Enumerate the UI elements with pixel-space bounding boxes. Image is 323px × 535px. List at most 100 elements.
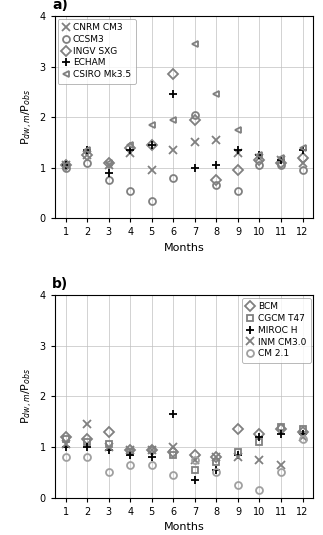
Line: CCSM3: CCSM3 [62,111,306,204]
INM CM3.0 [107,444,111,450]
INGV SXG [193,117,197,123]
CSIRO Mk3.5 [257,152,261,158]
BCM [64,434,68,440]
BCM [172,449,175,455]
INGV SXG [172,71,175,78]
INGV SXG [85,152,89,158]
ECHAM [214,162,218,169]
INGV SXG [64,162,68,169]
INM CM3.0 [214,454,218,460]
CNRM CM3 [85,152,89,158]
CM 2.1 [128,462,132,468]
CNRM CM3 [193,139,197,146]
INGV SXG [279,159,283,166]
INM CM3.0 [257,456,261,463]
ECHAM [150,142,154,148]
CNRM CM3 [257,155,261,161]
CGCM T47 [301,426,305,432]
MIROC H [236,452,240,458]
CSIRO Mk3.5 [301,144,305,151]
INM CM3.0 [193,456,197,463]
INM CM3.0 [236,454,240,460]
ECHAM [107,170,111,176]
CNRM CM3 [236,149,240,156]
CCSM3 [128,187,132,194]
CCSM3 [172,175,175,181]
Legend: CNRM CM3, CCSM3, INGV SXG, ECHAM, CSIRO Mk3.5: CNRM CM3, CCSM3, INGV SXG, ECHAM, CSIRO … [57,19,136,83]
CM 2.1 [257,487,261,493]
Line: BCM: BCM [62,426,306,461]
ECHAM [128,147,132,154]
Line: INM CM3.0: INM CM3.0 [61,420,307,469]
CGCM T47 [172,452,175,458]
MIROC H [64,444,68,450]
INGV SXG [150,142,154,148]
CNRM CM3 [150,167,154,173]
CCSM3 [301,167,305,173]
CSIRO Mk3.5 [128,142,132,148]
CGCM T47 [257,439,261,445]
CGCM T47 [64,436,68,442]
CCSM3 [279,162,283,169]
MIROC H [107,446,111,453]
CSIRO Mk3.5 [85,147,89,154]
Line: CM 2.1: CM 2.1 [62,436,306,493]
CM 2.1 [150,462,154,468]
CGCM T47 [107,441,111,448]
CNRM CM3 [107,162,111,169]
ECHAM [193,165,197,171]
CGCM T47 [214,459,218,465]
Line: ECHAM: ECHAM [61,90,307,177]
CM 2.1 [85,454,89,460]
CSIRO Mk3.5 [172,117,175,123]
INM CM3.0 [150,446,154,453]
INGV SXG [257,157,261,163]
CM 2.1 [172,471,175,478]
INGV SXG [236,167,240,173]
CCSM3 [150,197,154,204]
INGV SXG [107,159,111,166]
CM 2.1 [279,469,283,476]
ECHAM [64,162,68,169]
INM CM3.0 [301,434,305,440]
CGCM T47 [85,439,89,445]
BCM [150,446,154,453]
Text: a): a) [52,0,68,12]
CM 2.1 [107,469,111,476]
CNRM CM3 [172,147,175,154]
MIROC H [193,477,197,483]
Y-axis label: P$_{dw,m}$/P$_{obs}$: P$_{dw,m}$/P$_{obs}$ [20,368,36,424]
CSIRO Mk3.5 [64,162,68,169]
CNRM CM3 [279,157,283,163]
CGCM T47 [236,449,240,455]
CM 2.1 [214,469,218,476]
CCSM3 [85,159,89,166]
CSIRO Mk3.5 [236,127,240,133]
MIROC H [85,444,89,450]
CCSM3 [107,177,111,184]
Legend: BCM, CGCM T47, MIROC H, INM CM3.0, CM 2.1: BCM, CGCM T47, MIROC H, INM CM3.0, CM 2.… [242,298,311,363]
CM 2.1 [301,436,305,442]
BCM [236,426,240,432]
CCSM3 [64,165,68,171]
BCM [85,436,89,442]
MIROC H [150,454,154,460]
INGV SXG [128,144,132,151]
CM 2.1 [236,482,240,488]
CM 2.1 [193,456,197,463]
CCSM3 [257,162,261,169]
INM CM3.0 [279,462,283,468]
INM CM3.0 [128,446,132,453]
MIROC H [214,467,218,473]
Line: MIROC H: MIROC H [61,410,307,484]
CCSM3 [214,182,218,189]
MIROC H [128,452,132,458]
CGCM T47 [279,424,283,430]
Line: CGCM T47: CGCM T47 [62,423,306,473]
CSIRO Mk3.5 [150,121,154,128]
CGCM T47 [193,467,197,473]
ECHAM [236,147,240,154]
CSIRO Mk3.5 [193,41,197,47]
BCM [107,429,111,435]
BCM [301,429,305,435]
